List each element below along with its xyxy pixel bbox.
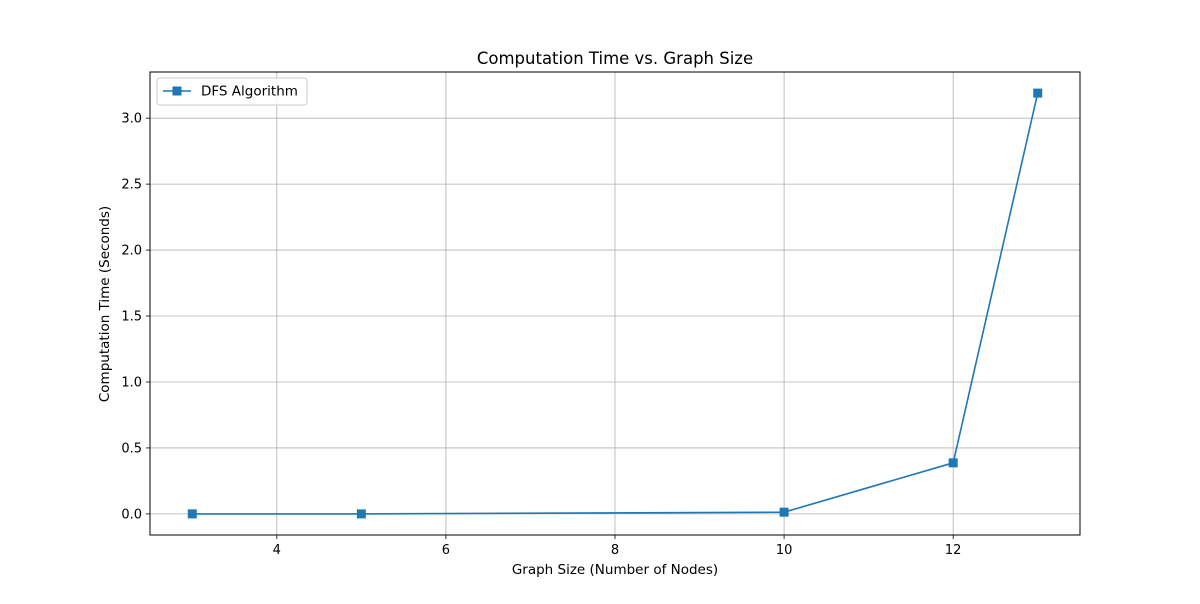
legend-label: DFS Algorithm	[201, 84, 298, 100]
x-tick-label: 6	[442, 543, 450, 558]
legend-box	[156, 77, 308, 106]
y-tick-label: 2.5	[121, 178, 142, 193]
chart-title: Computation Time vs. Graph Size	[477, 49, 753, 68]
series-layer	[187, 88, 1043, 519]
y-tick-label: 0.0	[121, 507, 142, 522]
grid	[150, 72, 1080, 535]
legend-square-marker-icon	[172, 86, 182, 96]
data-point-square-marker	[1033, 88, 1043, 98]
y-tick-label: 0.5	[121, 441, 142, 456]
y-tick-label: 1.5	[121, 310, 142, 325]
y-axis-label: Computation Time (Seconds)	[97, 206, 113, 402]
x-axis-label: Graph Size (Number of Nodes)	[512, 562, 718, 578]
x-tick-label: 4	[273, 543, 281, 558]
data-point-square-marker	[187, 509, 197, 519]
legend: DFS Algorithm	[156, 77, 308, 106]
data-point-square-marker	[356, 509, 366, 519]
y-tick-label: 2.0	[121, 244, 142, 259]
x-tick-label: 10	[776, 543, 793, 558]
ticks: 4 6 8 10 12 0.0 0.5 1.0 1.5 2.0 2.5 3.0	[121, 112, 961, 558]
x-tick-label: 12	[945, 543, 962, 558]
x-tick-label: 8	[611, 543, 619, 558]
y-tick-label: 3.0	[121, 112, 142, 127]
y-tick-label: 1.0	[121, 375, 142, 390]
data-point-square-marker	[779, 507, 789, 517]
data-point-square-marker	[948, 458, 958, 468]
